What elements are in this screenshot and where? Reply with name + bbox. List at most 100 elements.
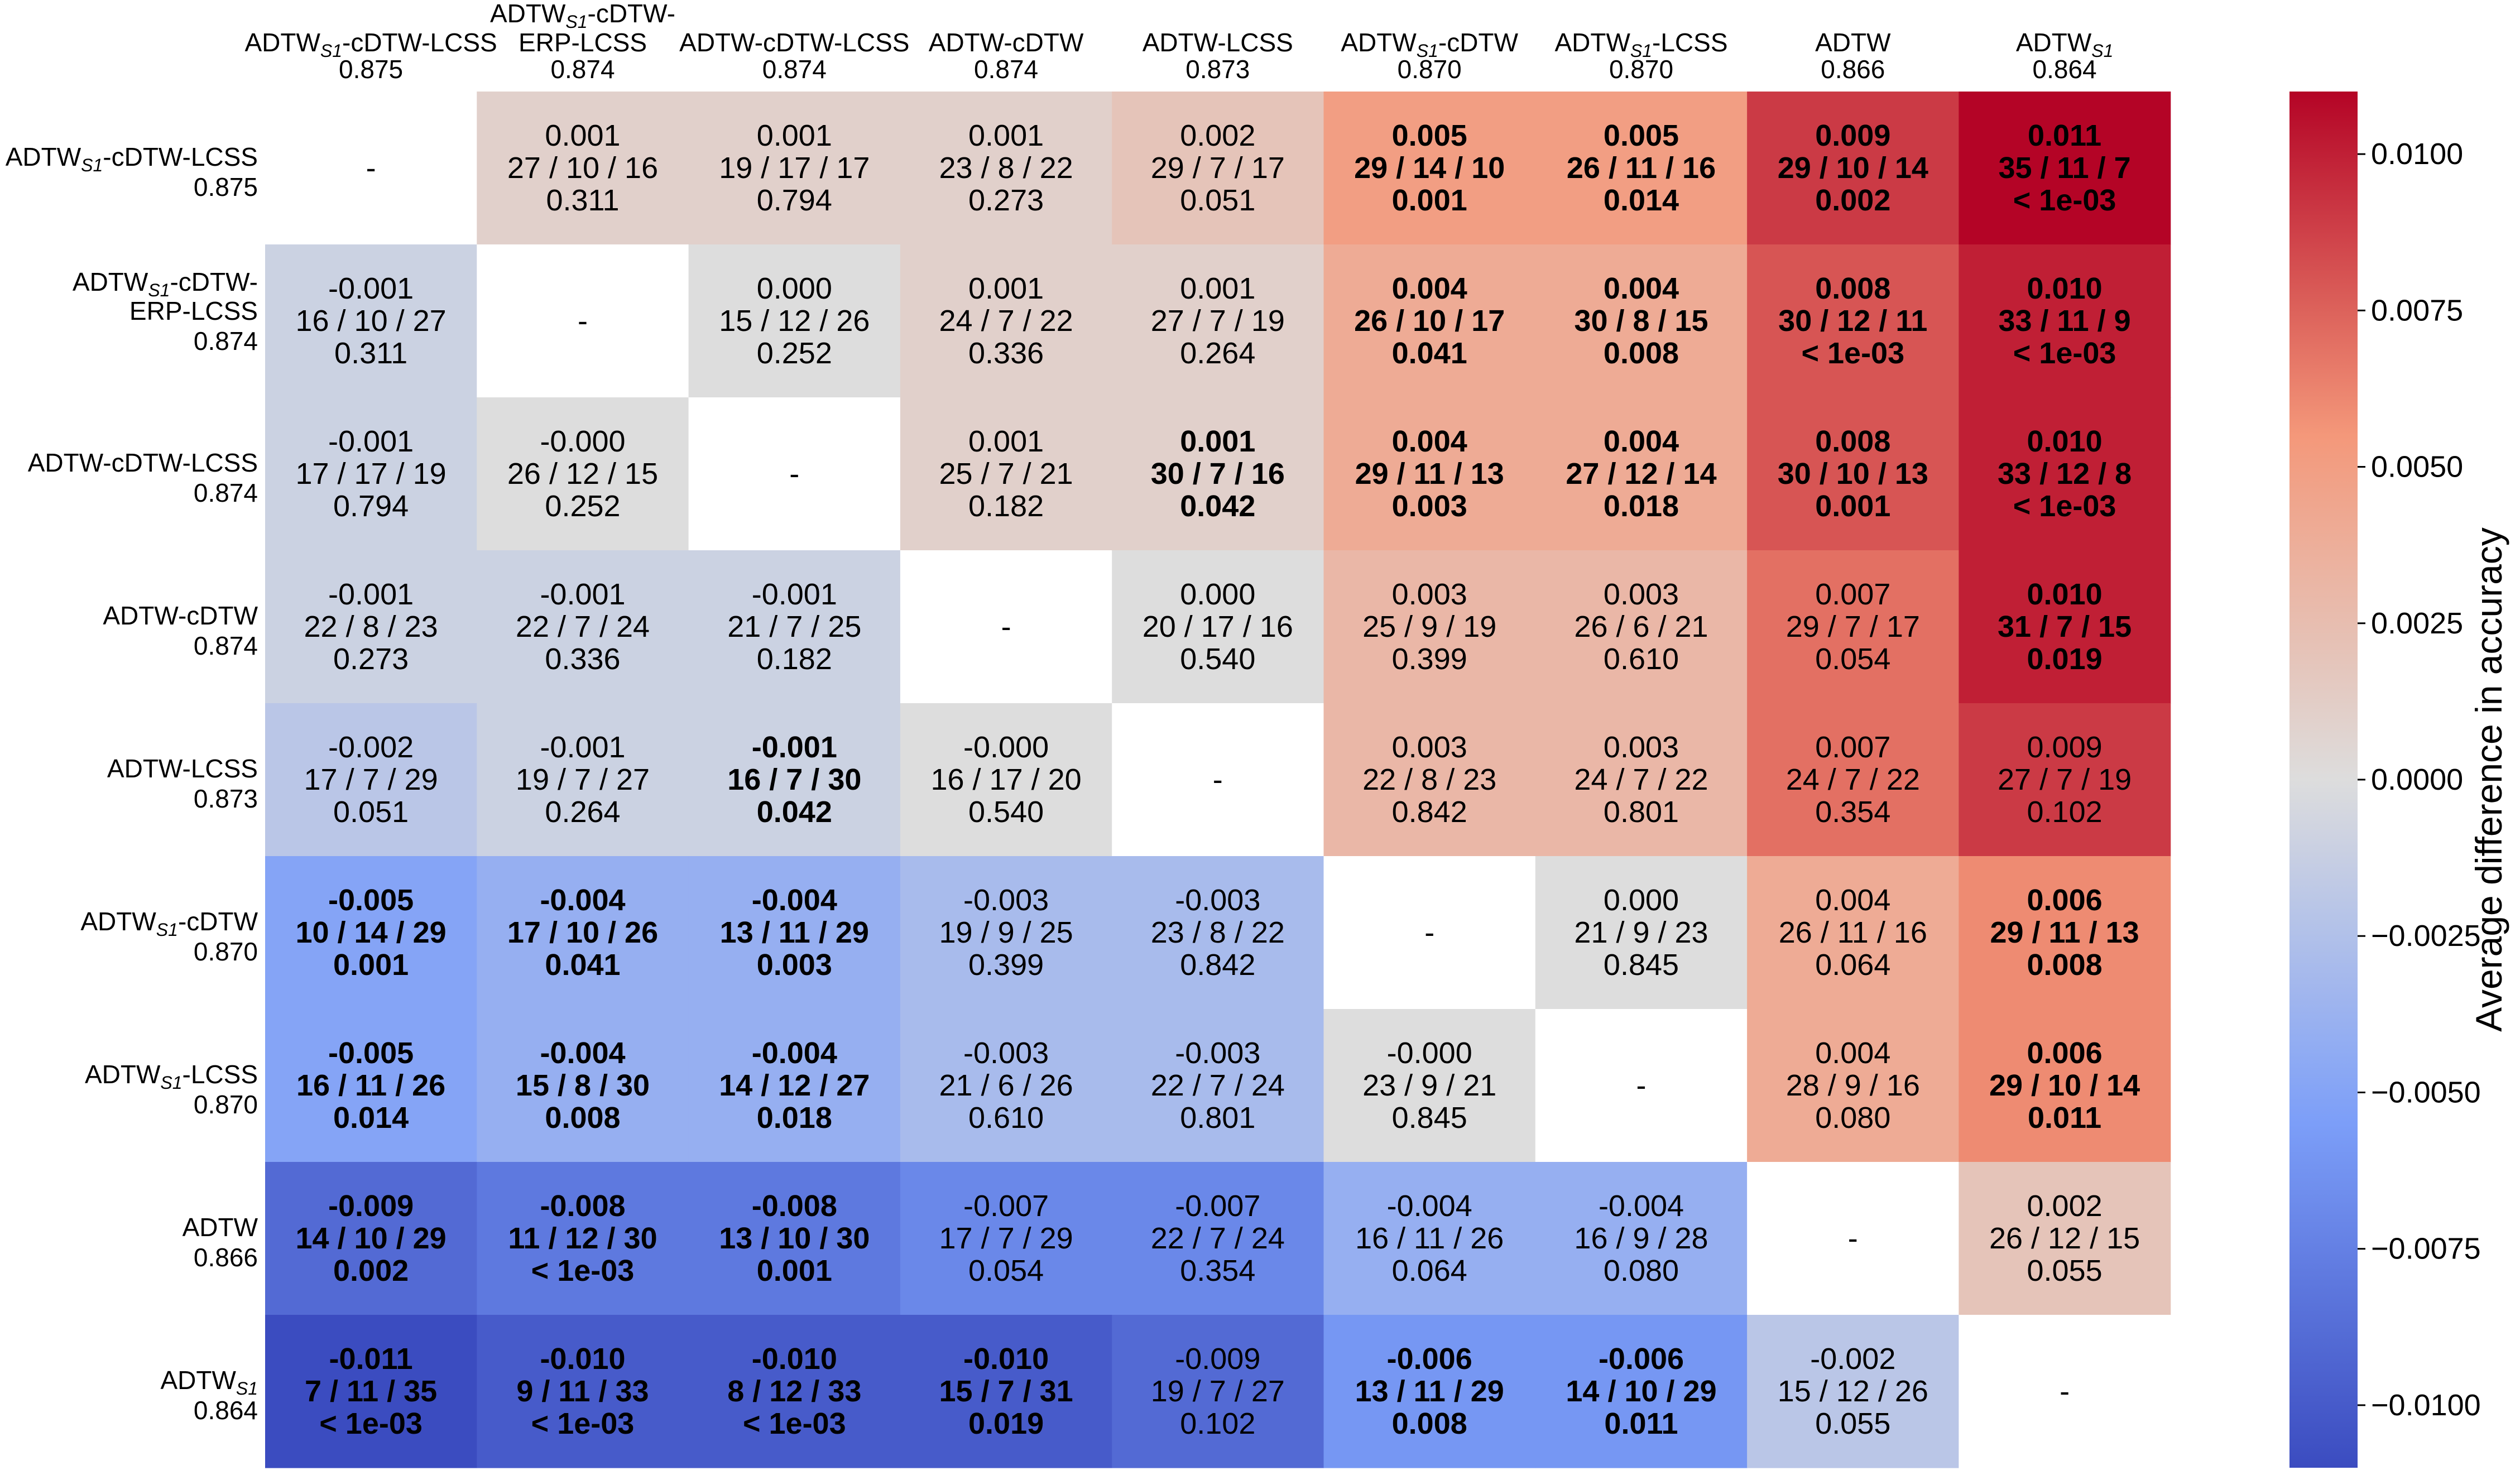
- cell-p-value: 0.042: [757, 795, 832, 829]
- cell-fill: [477, 397, 689, 551]
- cell-p-value: 0.001: [1392, 184, 1467, 217]
- colorbar-tick-label: −0.0025: [2371, 919, 2481, 953]
- cell-mean-difference: 0.001: [1180, 272, 1255, 305]
- cell-mean-difference: -0.001: [752, 578, 837, 611]
- cell-fill: [1959, 703, 2171, 857]
- cell-p-value: < 1e-03: [2013, 489, 2116, 523]
- cell-p-value: 0.540: [1180, 642, 1255, 676]
- cell-mean-difference: 0.000: [1604, 883, 1679, 917]
- cell-p-value: 0.540: [968, 795, 1044, 829]
- cell-p-value: 0.311: [546, 184, 619, 217]
- cell-mean-difference: -0.003: [963, 1036, 1049, 1070]
- cell-p-value: 0.008: [2027, 948, 2103, 982]
- cell-win-tie-loss: 22 / 7 / 24: [1151, 1069, 1285, 1102]
- cell-win-tie-loss: 21 / 9 / 23: [1574, 916, 1708, 949]
- cell-win-tie-loss: 27 / 7 / 19: [1151, 304, 1285, 338]
- cell-fill: [265, 1315, 477, 1468]
- cell-fill: [265, 397, 477, 551]
- cell-win-tie-loss: 16 / 7 / 30: [727, 763, 861, 796]
- cell-win-tie-loss: 26 / 10 / 17: [1354, 304, 1505, 338]
- cell-p-value: 0.264: [545, 795, 620, 829]
- cell-mean-difference: -0.003: [963, 883, 1049, 917]
- cell-mean-difference: -0.007: [1175, 1189, 1260, 1223]
- heatmap-cell: -: [477, 244, 689, 398]
- column-mean-accuracy: 0.870: [1398, 55, 1462, 84]
- column-mean-accuracy: 0.864: [2033, 55, 2097, 84]
- cell-diagonal-dash: -: [1636, 1069, 1647, 1102]
- cell-win-tie-loss: 29 / 11 / 13: [1355, 457, 1504, 491]
- cell-mean-difference: -0.004: [540, 1036, 625, 1070]
- cell-mean-difference: -0.006: [1599, 1342, 1684, 1376]
- row-mean-accuracy: 0.870: [194, 1090, 258, 1119]
- cell-mean-difference: -0.001: [328, 425, 414, 458]
- cell-p-value: 0.042: [1180, 489, 1255, 523]
- cell-fill: [1112, 1162, 1324, 1315]
- cell-mean-difference: -0.008: [752, 1189, 837, 1223]
- cell-fill: [1112, 244, 1324, 398]
- cell-fill: [1323, 703, 1536, 857]
- cell-fill: [900, 703, 1112, 857]
- cell-mean-difference: -0.000: [1387, 1036, 1472, 1070]
- cell-win-tie-loss: 22 / 8 / 23: [304, 610, 438, 643]
- cell-mean-difference: -0.003: [1175, 1036, 1260, 1070]
- cell-mean-difference: 0.001: [968, 119, 1044, 152]
- cell-fill: [1535, 1162, 1748, 1315]
- cell-fill: [1323, 550, 1536, 704]
- column-name: ADTWS1: [2016, 28, 2114, 61]
- cell-fill: [1959, 1162, 2171, 1315]
- cell-win-tie-loss: 10 / 14 / 29: [295, 916, 446, 949]
- cell-win-tie-loss: 15 / 7 / 31: [939, 1375, 1073, 1408]
- cell-mean-difference: 0.007: [1815, 731, 1890, 764]
- cell-win-tie-loss: 19 / 7 / 27: [516, 763, 650, 796]
- cell-fill: [688, 856, 901, 1010]
- cell-mean-difference: 0.004: [1604, 425, 1679, 458]
- cell-win-tie-loss: 15 / 12 / 26: [1778, 1375, 1928, 1408]
- cell-p-value: < 1e-03: [2013, 337, 2116, 370]
- cell-fill: [688, 1009, 901, 1162]
- cell-mean-difference: -0.009: [328, 1189, 414, 1223]
- cell-fill: [1323, 244, 1536, 398]
- cell-mean-difference: -0.001: [540, 731, 625, 764]
- cell-win-tie-loss: 23 / 9 / 21: [1362, 1069, 1496, 1102]
- cell-win-tie-loss: 13 / 11 / 29: [1355, 1375, 1504, 1408]
- colorbar-tick-label: 0.0050: [2371, 450, 2463, 484]
- cell-p-value: 0.018: [1604, 489, 1679, 523]
- cell-win-tie-loss: 19 / 7 / 27: [1151, 1375, 1285, 1408]
- cell-win-tie-loss: 20 / 17 / 16: [1143, 610, 1293, 643]
- column-name: ADTWS1-cDTW: [1341, 28, 1518, 61]
- colorbar-gradient: [2289, 92, 2358, 1468]
- cell-mean-difference: -0.010: [963, 1342, 1049, 1376]
- row-name: ADTWS1-cDTW-: [73, 267, 258, 300]
- cell-win-tie-loss: 8 / 12 / 33: [727, 1375, 861, 1408]
- heatmap-cell: -: [900, 550, 1112, 704]
- cell-p-value: 0.842: [1392, 795, 1467, 829]
- cell-mean-difference: -0.010: [752, 1342, 837, 1376]
- cell-win-tie-loss: 11 / 12 / 30: [508, 1222, 657, 1255]
- column-name: ADTW-LCSS: [1143, 28, 1293, 57]
- colorbar: 0.0100 0.0075 0.0050 0.0025 0.0000 −0.0025 −0.…: [2289, 92, 2509, 1468]
- cell-p-value: < 1e-03: [743, 1407, 846, 1440]
- cell-fill: [1323, 856, 1536, 1010]
- cell-win-tie-loss: 29 / 10 / 14: [1989, 1069, 2140, 1102]
- cell-fill: [688, 1162, 901, 1315]
- cell-p-value: 0.801: [1604, 795, 1679, 829]
- cell-fill: [1747, 244, 1959, 398]
- cell-p-value: 0.011: [2028, 1101, 2101, 1135]
- cell-fill: [688, 92, 901, 245]
- row-name: ADTWS1-LCSS: [85, 1060, 258, 1093]
- cell-fill: [1747, 397, 1959, 551]
- cell-win-tie-loss: 26 / 11 / 16: [1779, 916, 1927, 949]
- cell-win-tie-loss: 19 / 9 / 25: [939, 916, 1073, 949]
- cell-p-value: 0.055: [2027, 1254, 2103, 1287]
- cell-mean-difference: 0.006: [2027, 1036, 2103, 1070]
- cell-win-tie-loss: 35 / 11 / 7: [1998, 151, 2130, 185]
- cell-diagonal-dash: -: [789, 457, 799, 491]
